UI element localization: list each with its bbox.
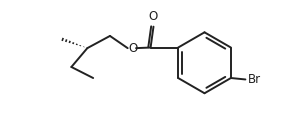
Text: O: O bbox=[149, 10, 158, 23]
Text: Br: Br bbox=[248, 73, 261, 86]
Text: O: O bbox=[128, 42, 137, 55]
